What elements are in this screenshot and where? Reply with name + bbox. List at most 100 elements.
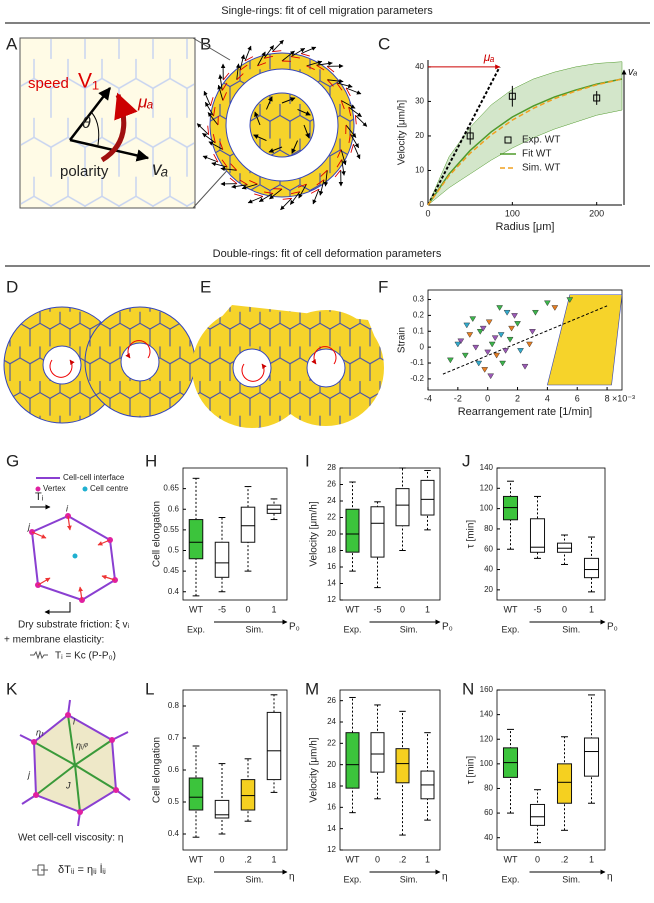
y-tick-label: 60 xyxy=(484,544,493,553)
group-label: Exp. xyxy=(187,624,205,634)
x-tick-label: 1 xyxy=(589,854,594,864)
confidence-band xyxy=(428,62,622,205)
y-tick-label: 40 xyxy=(415,62,424,71)
y-axis-label: τ [min] xyxy=(466,520,477,549)
y-tick-label: 24 xyxy=(327,717,336,726)
panel-g: Cell-cell interface Vertex Cell centre T… xyxy=(4,473,130,662)
v1-label: V₁ xyxy=(78,70,99,93)
group-label: Sim. xyxy=(400,624,418,634)
y-tick-label: 12 xyxy=(327,845,336,854)
data-point xyxy=(504,310,510,315)
y-tick-label: 100 xyxy=(480,504,494,513)
box xyxy=(241,780,255,810)
data-point xyxy=(544,301,550,306)
hole xyxy=(307,349,345,387)
y-tick-label: -0.2 xyxy=(410,374,424,383)
mu-label: μₐ xyxy=(483,50,495,64)
y-tick-label: 12 xyxy=(327,595,336,604)
y-tick-label: 0.65 xyxy=(163,484,179,493)
legend-text: Vertex xyxy=(43,484,66,493)
cells xyxy=(21,39,194,207)
legend-dot xyxy=(83,487,88,492)
y-tick-label: 80 xyxy=(484,784,493,793)
data-point xyxy=(464,323,470,328)
x-tick-label: -5 xyxy=(373,604,381,614)
box xyxy=(557,764,571,803)
x-tick-label: 8 xyxy=(605,393,610,403)
x-tick-label: 0 xyxy=(219,854,224,864)
y-tick-label: 20 xyxy=(415,131,424,140)
polarity-arrow xyxy=(355,115,366,126)
data-point xyxy=(494,353,500,358)
x-tick-label: -5 xyxy=(218,604,226,614)
y-tick-label: 10 xyxy=(415,166,424,175)
inset xyxy=(547,295,622,385)
legend-text: Cell centre xyxy=(90,484,129,493)
theta-label: θ xyxy=(82,115,91,132)
data-point xyxy=(482,367,488,372)
box xyxy=(215,542,229,577)
y-axis-label: Strain xyxy=(397,327,408,353)
group-label: Sim. xyxy=(562,874,580,884)
data-point xyxy=(467,332,473,337)
y-tick-label: 20 xyxy=(327,529,336,538)
box xyxy=(189,778,203,810)
x-tick-label: 2 xyxy=(515,393,520,403)
box xyxy=(557,543,571,552)
cells xyxy=(190,300,390,430)
box xyxy=(421,480,434,515)
param-label: P₀ xyxy=(442,622,453,633)
data-point xyxy=(515,321,521,326)
x-tick-label: WT xyxy=(189,604,203,614)
panel-label: M xyxy=(305,679,319,698)
box xyxy=(371,507,384,557)
param-label: η xyxy=(289,872,295,883)
header: Double-rings: fit of cell deformation pa… xyxy=(213,248,442,260)
eta-ij-label: ηᵢⱼᵠ xyxy=(76,740,89,750)
panel-label: K xyxy=(6,679,18,698)
panel-label: I xyxy=(305,451,310,470)
y-tick-label: 0.55 xyxy=(163,525,179,534)
y-tick-label: -0.1 xyxy=(410,358,424,367)
y-tick-label: 22 xyxy=(327,738,336,747)
x-tick-label: 0 xyxy=(485,393,490,403)
data-point xyxy=(507,337,513,342)
x-tick-label: 1 xyxy=(271,854,276,864)
cell-centre xyxy=(73,554,78,559)
box xyxy=(584,558,598,577)
hole xyxy=(43,346,81,384)
vertex-label: j xyxy=(27,769,31,779)
centre-label: J xyxy=(65,780,71,790)
panel-label: H xyxy=(145,451,157,470)
y-tick-label: 24 xyxy=(327,496,336,505)
panel-label: C xyxy=(378,34,390,53)
box xyxy=(371,733,384,772)
x-tick-label: 1 xyxy=(271,604,276,614)
x-tick-label: 1 xyxy=(425,604,430,614)
y-tick-label: 0.2 xyxy=(413,311,425,320)
y-tick-label: 0.7 xyxy=(168,733,180,742)
data-point xyxy=(500,361,506,366)
friction-arrow xyxy=(45,602,70,612)
formula: Tᵢ = Kc (P-P₀) xyxy=(55,651,116,662)
panel-label: F xyxy=(378,277,388,296)
cells xyxy=(0,300,200,425)
x-tick-label: 0 xyxy=(400,604,405,614)
param-label: P₀ xyxy=(289,622,300,633)
y-tick-label: 0.4 xyxy=(168,587,180,596)
legend-text: Cell-cell interface xyxy=(63,473,125,482)
x-tick-label: 4 xyxy=(545,393,550,403)
polarity-arrow xyxy=(248,196,263,202)
x-tick-label: 0 xyxy=(535,854,540,864)
panel-label: G xyxy=(6,451,19,470)
y-tick-label: 140 xyxy=(480,710,494,719)
data-point xyxy=(476,361,482,366)
y-axis-label: Velocity [μm/h] xyxy=(397,100,408,165)
mu-label: μₐ xyxy=(137,92,153,111)
va-label: vₐ xyxy=(628,66,638,78)
x-tick-label: 0 xyxy=(425,208,430,218)
x-tick-label: -5 xyxy=(533,604,541,614)
data-point xyxy=(552,305,558,310)
box xyxy=(241,507,255,542)
